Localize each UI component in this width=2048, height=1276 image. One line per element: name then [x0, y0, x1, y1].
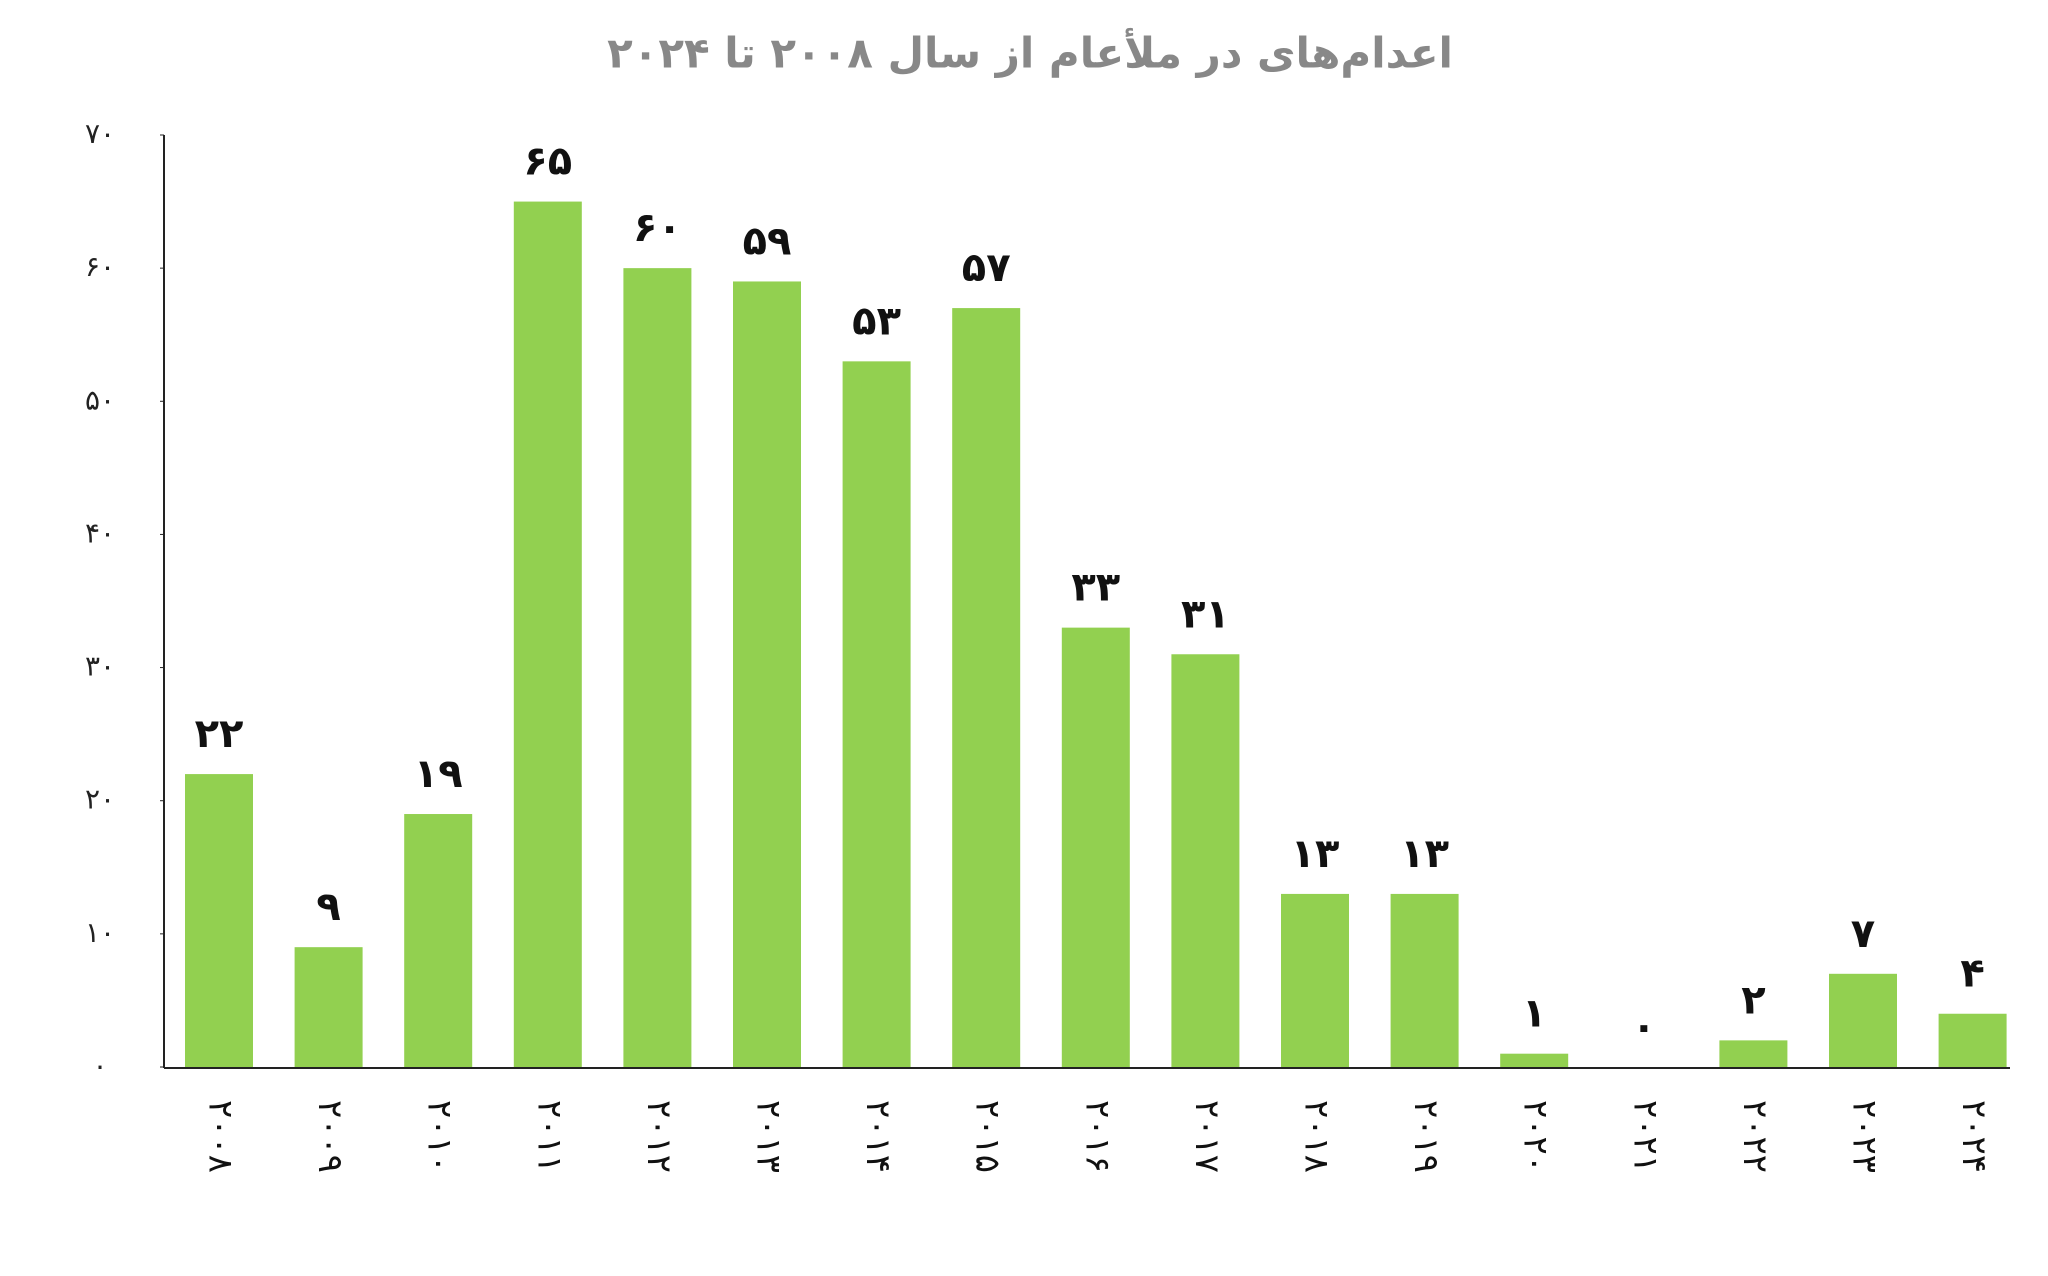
x-tick-label: ۲۰۰۸: [201, 1100, 241, 1173]
bar: [623, 268, 692, 1068]
x-tick-label: ۲۰۲۱: [1625, 1100, 1665, 1173]
x-tick-label: ۲۰۱۸: [1297, 1100, 1337, 1173]
bar: [952, 308, 1021, 1068]
y-tick-label: ۴۰: [85, 516, 115, 549]
x-tick-label: ۲۰۱۷: [1187, 1100, 1227, 1173]
y-tick-label: ۵۰: [85, 383, 115, 416]
x-tick-label: ۲۰۲۰: [1516, 1100, 1556, 1173]
value-label: ۳۳: [1071, 565, 1120, 611]
x-tick-label: ۲۰۱۴: [858, 1100, 898, 1173]
x-tick-label: ۲۰۱۶: [1077, 1100, 1117, 1173]
bar: [294, 947, 363, 1067]
y-tick-label: ۶۰: [85, 250, 115, 283]
value-label: ۱۳: [1291, 831, 1340, 877]
bar: [1171, 654, 1240, 1067]
value-label: ۵۹: [743, 218, 792, 264]
bar: [1829, 973, 1897, 1067]
bar: [1500, 1053, 1569, 1067]
bar: [404, 814, 473, 1067]
y-tick-label: ۷۰: [85, 117, 115, 150]
chart-title: اعدام‌های در ملأعام از سال ۲۰۰۸ تا ۲۰۲۴: [607, 28, 1453, 79]
bar: [1938, 1013, 2007, 1067]
bar: [1719, 1040, 1788, 1067]
x-tick-label: ۲۰۲۲: [1735, 1100, 1775, 1173]
value-label: ۲: [1741, 977, 1765, 1023]
y-tick-label: ۳۰: [85, 650, 115, 683]
x-tick-label: ۲۰۱۵: [968, 1100, 1008, 1173]
value-label: ۳۱: [1181, 591, 1230, 637]
value-label: ۲۲: [195, 711, 244, 757]
bar: [1390, 893, 1459, 1067]
bar: [1061, 627, 1130, 1067]
x-tick-label: ۲۰۱۲: [639, 1100, 679, 1173]
value-label: ۷: [1851, 911, 1875, 957]
bar: [842, 361, 911, 1067]
x-tick-label: ۲۰۱۹: [1406, 1100, 1446, 1173]
x-tick-label: ۲۰۱۱: [529, 1100, 569, 1173]
bar: [513, 201, 582, 1068]
value-label: ۵۳: [852, 298, 901, 344]
value-label: ۶۵: [523, 139, 572, 185]
value-label: ۴: [1960, 951, 1984, 997]
y-tick-label: ۲۰: [85, 783, 115, 816]
bar: [185, 774, 253, 1067]
x-tick-label: ۲۰۱۳: [749, 1100, 789, 1173]
value-label: ۱۹: [414, 751, 463, 797]
bar: [1281, 893, 1349, 1067]
value-label: ۵۷: [962, 245, 1011, 291]
value-label: ۰: [1632, 1004, 1656, 1050]
x-tick-label: ۲۰۲۴: [1954, 1100, 1994, 1173]
value-label: ۹: [316, 884, 340, 930]
value-label: ۱۳: [1400, 831, 1449, 877]
y-tick-label: ۱۰: [85, 916, 115, 949]
y-tick-label: ۰: [92, 1049, 107, 1082]
value-label: ۶۰: [633, 205, 682, 251]
value-label: ۱: [1522, 991, 1546, 1037]
x-tick-label: ۲۰۱۰: [420, 1100, 460, 1173]
x-tick-label: ۲۰۰۹: [310, 1100, 350, 1173]
x-tick-label: ۲۰۲۳: [1845, 1100, 1885, 1173]
bar: [733, 281, 801, 1067]
